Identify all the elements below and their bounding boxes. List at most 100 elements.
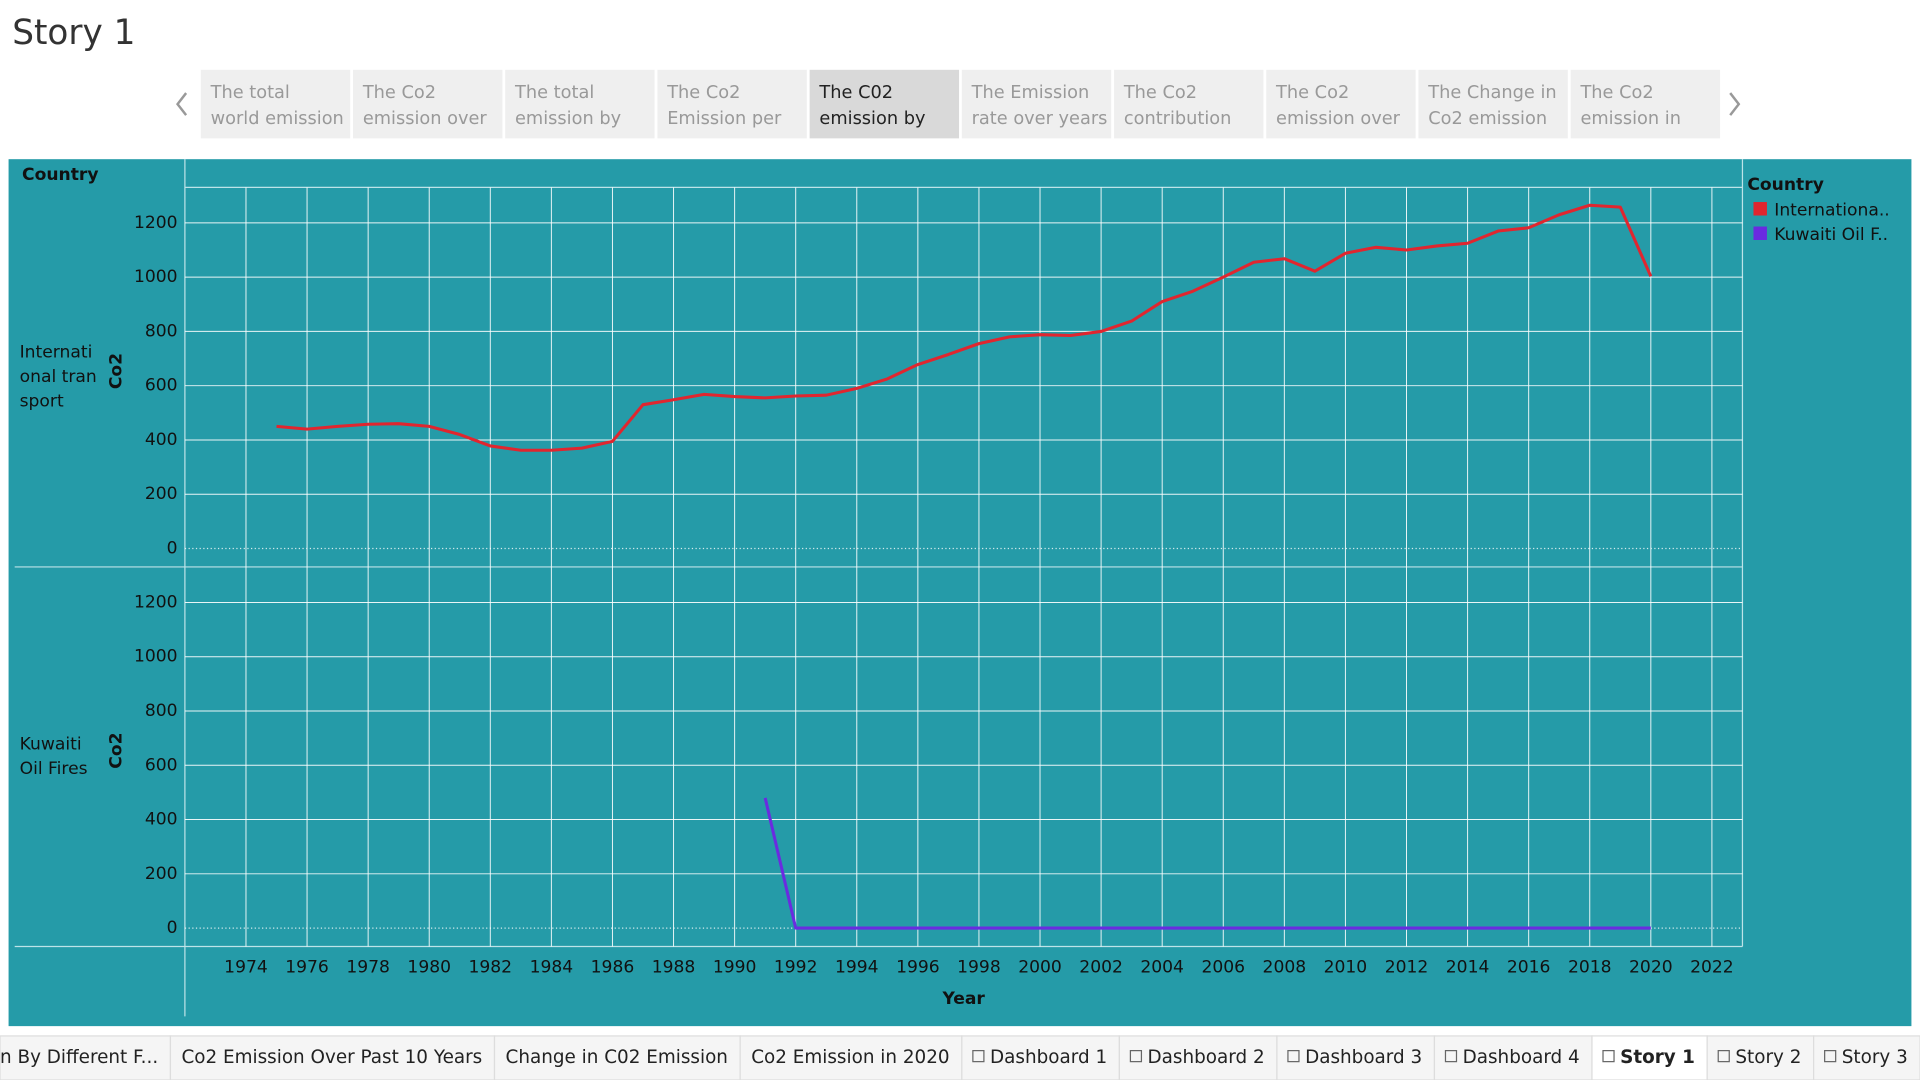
tab-icon <box>1717 1050 1730 1063</box>
legend-item[interactable]: Kuwaiti Oil F.. <box>1753 225 1888 245</box>
story-point-text: The Emission <box>971 83 1090 103</box>
sheet-tab-box <box>0 1035 172 1080</box>
y-tick-label: 0 <box>167 918 178 938</box>
x-tick-label: 1994 <box>835 957 879 977</box>
sheet-tab-label: Co2 Emission Over Past 10 Years <box>181 1047 482 1068</box>
story-point-text: emission in <box>1580 109 1681 129</box>
x-tick-label: 1974 <box>224 957 268 977</box>
story-point-box <box>505 69 655 139</box>
sheet-tab[interactable]: Story 3 <box>1813 1035 1920 1080</box>
x-tick-label: 2020 <box>1629 957 1673 977</box>
sheet-tab-label: Dashboard 4 <box>1463 1047 1580 1068</box>
tab-icon <box>1602 1050 1615 1063</box>
x-tick-label: 2008 <box>1263 957 1307 977</box>
story-point-text: contribution <box>1124 109 1232 129</box>
x-tick-label: 1998 <box>957 957 1001 977</box>
sheet-tab-label: Dashboard 3 <box>1305 1047 1422 1068</box>
y-tick-label: 400 <box>145 430 178 450</box>
x-tick-label: 2014 <box>1446 957 1490 977</box>
x-tick-label: 1982 <box>469 957 513 977</box>
sheet-tab[interactable]: Change in C02 Emission <box>493 1035 741 1080</box>
row-label: International transport <box>19 342 97 412</box>
x-tick-label: 2002 <box>1079 957 1123 977</box>
story-point[interactable]: The Co2 Emission per <box>657 69 807 139</box>
story-point[interactable]: The Co2 emission over <box>1266 69 1416 139</box>
story-point-text: Emission per <box>667 109 782 129</box>
x-tick-label: 2006 <box>1201 957 1245 977</box>
sheet-tab-label: Co2 Emission in 2020 <box>751 1047 949 1068</box>
story-point-text: rate over years <box>972 109 1108 129</box>
sheet-tab-box <box>961 1035 1120 1080</box>
legend-item[interactable]: Internationa.. <box>1753 201 1890 221</box>
x-tick-label: 2012 <box>1385 957 1429 977</box>
y-tick-label: 800 <box>145 701 178 721</box>
x-tick-label: 1976 <box>285 957 329 977</box>
y-tick-label: 200 <box>145 864 178 884</box>
story-point-text: The total <box>514 83 594 103</box>
y-tick-label: 200 <box>145 484 178 504</box>
x-tick-label: 1984 <box>530 957 574 977</box>
story-point[interactable]: The Co2 emission in <box>1570 69 1721 139</box>
sheet-tab[interactable]: Dashboard 1 <box>961 1035 1120 1080</box>
sheet-tab[interactable]: Dashboard 3 <box>1276 1035 1436 1080</box>
row-label-box: International transport <box>19 342 97 412</box>
sheet-tab[interactable]: Story 2 <box>1706 1035 1815 1080</box>
next-arrow[interactable] <box>1729 92 1741 116</box>
sheet-tab[interactable]: Dashboard 2 <box>1118 1035 1278 1080</box>
story-points: The total world emission The Co2 emission o… <box>175 69 1741 139</box>
story-point[interactable]: The C02 emission by <box>809 69 960 139</box>
x-tick-label: 1996 <box>896 957 940 977</box>
story-point-text: The Co2 <box>666 83 740 103</box>
tab-icon <box>1824 1050 1837 1063</box>
tab-icon <box>1444 1050 1458 1063</box>
x-axis-label: Year <box>941 989 985 1009</box>
x-tick-label: 1978 <box>346 957 390 977</box>
sheet-tab-box <box>1118 1035 1278 1080</box>
story-point[interactable]: The Change in Co2 emission <box>1418 69 1568 139</box>
sheet-tab-box <box>1813 1035 1920 1080</box>
sheet-tab-box <box>1591 1035 1708 1080</box>
sheet-tab[interactable]: Story 1 <box>1591 1035 1708 1080</box>
story-title: Story 1 <box>12 13 135 53</box>
legend-label: Kuwaiti Oil F.. <box>1774 225 1888 245</box>
story-point-box <box>1418 69 1568 139</box>
story-point[interactable]: The Co2 contribution <box>1114 69 1264 139</box>
chart-background <box>8 159 1912 1027</box>
x-tick-label: 1980 <box>407 957 451 977</box>
y-tick-label: 600 <box>145 755 178 775</box>
story-point[interactable]: The Co2 emission over <box>353 69 503 139</box>
legend-swatch <box>1753 202 1767 216</box>
story-point[interactable]: The Emission rate over years <box>961 69 1112 139</box>
legend-label: Internationa.. <box>1774 201 1889 221</box>
story-point-text: The total <box>210 83 290 103</box>
sheet-tab[interactable]: Co2 Emission Over Past 10 Years <box>169 1035 496 1080</box>
y-tick-label: 1200 <box>134 592 178 612</box>
sheet-tab[interactable]: Dashboard 4 <box>1433 1035 1593 1080</box>
story-point-box <box>1570 69 1721 139</box>
story-point-box <box>200 69 351 139</box>
story-point-text: emission over <box>1276 109 1401 129</box>
story-point-text: The Co2 <box>1579 83 1653 103</box>
sheet-tab-label: n By Different F... <box>0 1047 158 1068</box>
sheet-tab[interactable]: n By Different F... <box>0 1035 172 1080</box>
column-header: Country <box>22 165 99 185</box>
story-point-box <box>961 69 1112 139</box>
y-tick-label: 800 <box>145 321 178 341</box>
series-line <box>763 797 1651 930</box>
legend-title: Country <box>1747 175 1824 195</box>
sheet-tab-label: Change in C02 Emission <box>506 1047 728 1068</box>
story-point-box <box>809 69 960 139</box>
story-point-text: world emission <box>211 109 344 129</box>
story-point[interactable]: The total world emission <box>200 69 351 139</box>
story-point[interactable]: The total emission by <box>505 69 655 139</box>
x-tick-label: 2018 <box>1568 957 1612 977</box>
series-line <box>276 203 1653 452</box>
sheet-tab[interactable]: Co2 Emission in 2020 <box>739 1035 963 1080</box>
story-point-box <box>1114 69 1264 139</box>
story-point-text: The Co2 <box>1123 83 1197 103</box>
prev-arrow[interactable] <box>175 92 188 116</box>
tab-icon <box>972 1050 985 1063</box>
sheet-tab-label: Dashboard 1 <box>990 1047 1107 1068</box>
y-tick-label: 0 <box>167 538 178 558</box>
story-point-text: The Co2 <box>362 83 436 103</box>
